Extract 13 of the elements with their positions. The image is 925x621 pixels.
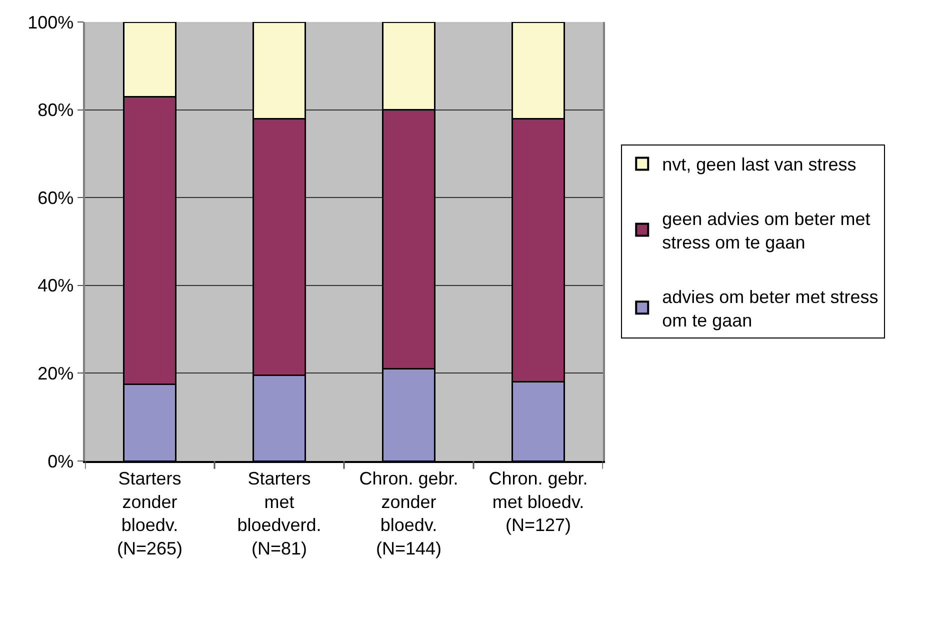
x-tick-label: Chron. gebr. met bloedv. (N=127) bbox=[488, 468, 588, 536]
y-tick-label: 100% bbox=[28, 12, 74, 32]
y-tick-label: 40% bbox=[38, 276, 74, 296]
y-tick-label: 80% bbox=[38, 100, 74, 120]
x-tick-label: Starters met bloedverd. (N=81) bbox=[237, 468, 322, 559]
x-tick-label: Starters zonder bloedv. (N=265) bbox=[116, 468, 183, 559]
legend-label: nvt, geen last van stress bbox=[662, 154, 856, 175]
x-tick-label: Chron. gebr. zonder bloedv. (N=144) bbox=[359, 468, 458, 559]
y-tick-label: 0% bbox=[48, 451, 74, 472]
legend-label: geen advies om beter met stress om te gaan bbox=[662, 209, 870, 253]
y-tick-label: 20% bbox=[38, 364, 74, 384]
y-tick-label: 60% bbox=[38, 188, 74, 208]
legend-label: advies om beter met stress om te gaan bbox=[662, 286, 878, 330]
